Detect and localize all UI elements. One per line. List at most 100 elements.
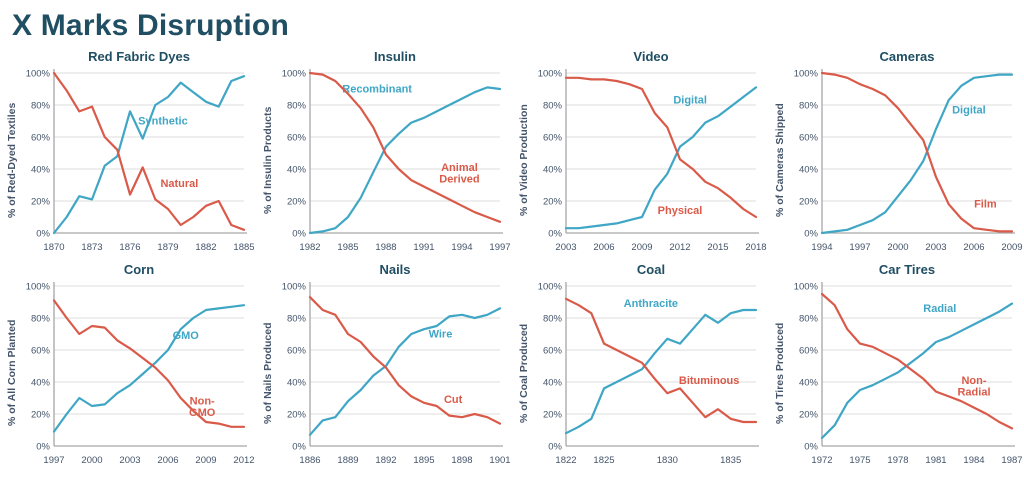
line-chart: 0% 20% 40% 60% 80% 100% 1886 1889 1892 1895 1898 19… xyxy=(282,282,511,467)
chart-title: Red Fabric Dyes xyxy=(88,49,190,64)
y-tick-label: 60% xyxy=(287,346,307,357)
chart-title: Corn xyxy=(123,262,155,277)
x-tick-label: 1975 xyxy=(849,455,870,466)
line-chart: 0% 20% 40% 60% 80% 100% 1822 1825 1830 1835 Anthra… xyxy=(538,282,759,466)
series-label-natural: Natural xyxy=(160,178,198,190)
x-tick-label: 2000 xyxy=(887,242,908,253)
y-tick-label: 20% xyxy=(543,410,563,421)
x-tick-label: 2009 xyxy=(195,455,216,466)
y-axis-label: % of Video Production xyxy=(518,104,530,216)
y-tick-label: 100% xyxy=(794,69,819,80)
y-tick-label: 0% xyxy=(804,442,818,453)
x-tick-label: 1988 xyxy=(375,242,396,253)
series-label-digital: Digital xyxy=(952,104,986,116)
chart-insulin: Insulin % of Insulin Products 0% 20% 40% 60… xyxy=(256,47,512,260)
y-tick-label: 0% xyxy=(36,442,50,453)
y-tick-label: 20% xyxy=(31,197,51,208)
series-label-animal-derived: Animal Derived xyxy=(439,162,479,186)
y-tick-label: 40% xyxy=(31,165,51,176)
y-tick-label: 20% xyxy=(799,197,819,208)
chart-car-tires: Car Tires % of Tires Produced 0% 20% 40% 60… xyxy=(768,260,1024,473)
series-label-synthetic: Synthetic xyxy=(138,116,188,128)
x-tick-label: 2009 xyxy=(631,242,652,253)
series-line-cut xyxy=(308,296,502,425)
y-tick-label: 60% xyxy=(287,133,307,144)
x-tick-label: 2015 xyxy=(707,242,728,253)
series-line-anthracite xyxy=(564,308,758,435)
x-tick-label: 1985 xyxy=(337,242,358,253)
series-line-non-radial xyxy=(820,292,1014,430)
series-label-digital: Digital xyxy=(673,95,707,107)
x-tick-label: 2003 xyxy=(925,242,946,253)
y-tick-label: 40% xyxy=(543,165,563,176)
y-tick-label: 0% xyxy=(548,229,562,240)
y-tick-label: 20% xyxy=(543,197,563,208)
chart-body: % of Coal Produced 0% 20% 40% 60% 80% 100% 182… xyxy=(516,278,768,468)
x-tick-label: 1994 xyxy=(451,242,472,253)
x-tick-label: 1876 xyxy=(119,242,140,253)
series-label-recombinant: Recombinant xyxy=(342,84,412,96)
chart-cameras: Cameras % of Cameras Shipped 0% 20% 40% 60%… xyxy=(768,47,1024,260)
y-tick-label: 80% xyxy=(799,101,819,112)
series-line-digital xyxy=(820,73,1014,235)
y-tick-label: 40% xyxy=(287,378,307,389)
y-tick-label: 80% xyxy=(287,101,307,112)
x-tick-label: 1825 xyxy=(593,455,614,466)
y-tick-label: 0% xyxy=(804,229,818,240)
x-tick-label: 2006 xyxy=(593,242,614,253)
line-chart: 0% 20% 40% 60% 80% 100% 1982 1985 1988 1991 1994 19… xyxy=(282,69,511,254)
y-tick-label: 100% xyxy=(538,69,563,80)
y-tick-label: 20% xyxy=(31,410,51,421)
y-tick-label: 60% xyxy=(543,346,563,357)
series-label-wire: Wire xyxy=(429,329,453,341)
series-line-film xyxy=(820,71,1014,233)
series-line-digital xyxy=(564,86,758,230)
chart-title: Insulin xyxy=(374,49,416,64)
x-tick-label: 1981 xyxy=(925,455,946,466)
x-tick-label: 1991 xyxy=(413,242,434,253)
line-chart: 0% 20% 40% 60% 80% 100% 1997 2000 2003 2006 2009 20… xyxy=(26,282,255,467)
y-tick-label: 100% xyxy=(282,282,307,293)
y-tick-label: 80% xyxy=(287,314,307,325)
x-tick-label: 1873 xyxy=(81,242,102,253)
y-tick-label: 100% xyxy=(26,282,51,293)
chart-title: Cameras xyxy=(879,49,935,64)
chart-corn: Corn % of All Corn Planted 0% 20% 40% 60% 80… xyxy=(0,260,256,473)
y-tick-label: 100% xyxy=(794,282,819,293)
charts-grid: Red Fabric Dyes % of Red-Dyed Textiles 0… xyxy=(0,47,1024,473)
x-tick-label: 1898 xyxy=(451,455,472,466)
chart-body: % of Insulin Products 0% 20% 40% 60% 80% 100%… xyxy=(260,65,512,255)
y-tick-label: 60% xyxy=(799,133,819,144)
chart-nails: Nails % of Nails Produced 0% 20% 40% 60% 80%… xyxy=(256,260,512,473)
y-tick-label: 20% xyxy=(799,410,819,421)
series-label-bituminous: Bituminous xyxy=(679,375,740,387)
y-axis-label: % of Tires Produced xyxy=(774,322,786,424)
y-tick-label: 0% xyxy=(292,229,306,240)
x-tick-label: 1892 xyxy=(375,455,396,466)
x-tick-label: 2012 xyxy=(669,242,690,253)
line-chart: 0% 20% 40% 60% 80% 100% 2003 2006 2009 2012 2015 20… xyxy=(538,69,767,254)
series-label-film: Film xyxy=(974,199,997,211)
chart-body: % of All Corn Planted 0% 20% 40% 60% 80% 100%… xyxy=(4,278,256,468)
y-tick-label: 0% xyxy=(36,229,50,240)
y-tick-label: 80% xyxy=(543,314,563,325)
series-line-radial xyxy=(820,302,1014,440)
series-line-gmo xyxy=(52,304,246,433)
y-tick-label: 80% xyxy=(543,101,563,112)
series-label-cut: Cut xyxy=(444,394,463,406)
x-tick-label: 1835 xyxy=(720,455,741,466)
chart-body: % of Cameras Shipped 0% 20% 40% 60% 80% 100% 1… xyxy=(772,65,1024,255)
y-tick-label: 40% xyxy=(543,378,563,389)
y-tick-label: 40% xyxy=(287,165,307,176)
y-tick-label: 40% xyxy=(799,165,819,176)
x-tick-label: 1994 xyxy=(811,242,832,253)
series-line-animal-derived xyxy=(308,71,502,223)
x-tick-label: 1982 xyxy=(299,242,320,253)
y-tick-label: 60% xyxy=(543,133,563,144)
x-tick-label: 1885 xyxy=(233,242,254,253)
x-tick-label: 1972 xyxy=(811,455,832,466)
series-line-wire xyxy=(308,307,502,436)
series-label-radial: Radial xyxy=(923,303,956,315)
y-tick-label: 60% xyxy=(799,346,819,357)
